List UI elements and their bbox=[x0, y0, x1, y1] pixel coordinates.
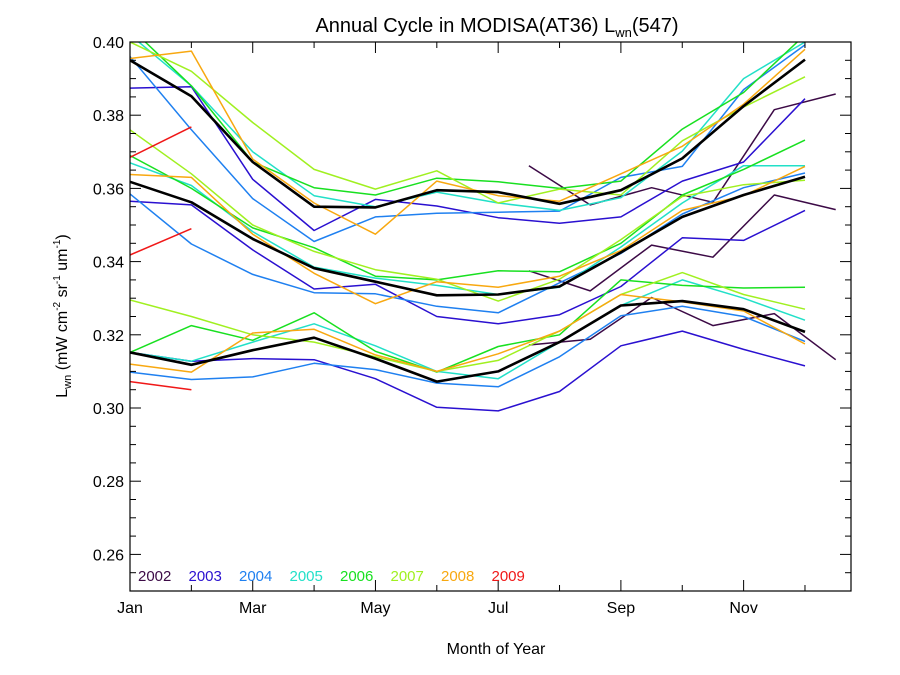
legend-entry-2008: 2008 bbox=[441, 568, 474, 585]
x-tick-label: Sep bbox=[607, 600, 636, 617]
y-axis-label-main: L bbox=[54, 389, 71, 398]
series-layer bbox=[130, 42, 837, 412]
y-tick-label: 0.32 bbox=[93, 328, 124, 345]
chart-title-tail: (547) bbox=[632, 15, 679, 37]
legend-entry-2006: 2006 bbox=[340, 568, 373, 585]
legend-entry-2003: 2003 bbox=[189, 568, 222, 585]
y-tick-label: 0.40 bbox=[93, 35, 124, 52]
y-axis-label-units-part: -2 bbox=[52, 301, 63, 310]
series-line-2003 bbox=[130, 330, 806, 412]
svg-text:Lwn (mW cm-2 sr-1 um-1): Lwn (mW cm-2 sr-1 um-1) bbox=[52, 234, 75, 397]
series-line-2008 bbox=[130, 165, 806, 305]
y-axis-label-units-part: -1 bbox=[52, 275, 63, 284]
series-line-2004 bbox=[130, 44, 806, 243]
series-line-2006 bbox=[144, 42, 799, 196]
y-tick-label: 0.26 bbox=[93, 547, 124, 564]
chart-title: Annual Cycle in MODISA(AT36) Lwn(547) bbox=[315, 15, 678, 40]
series-line-2008 bbox=[130, 48, 806, 235]
x-tick-label: Jan bbox=[117, 600, 143, 617]
series-line-2006 bbox=[130, 279, 806, 373]
series-line-2004 bbox=[130, 172, 806, 314]
series-line-mean bbox=[130, 175, 806, 297]
legend-entry-2007: 2007 bbox=[391, 568, 424, 585]
series-line-mean bbox=[130, 299, 806, 383]
chart-title-main: Annual Cycle in MODISA(AT36) L bbox=[315, 15, 615, 37]
legend-entry-2002: 2002 bbox=[138, 568, 171, 585]
series-line-2009 bbox=[130, 228, 192, 256]
series-line-2007 bbox=[130, 129, 806, 302]
y-tick-label: 0.36 bbox=[93, 181, 124, 198]
y-tick-label: 0.38 bbox=[93, 108, 124, 125]
x-axis: Jan Mar May Jul Sep Nov bbox=[117, 42, 806, 617]
y-tick-label: 0.34 bbox=[93, 255, 124, 272]
series-line-2003 bbox=[130, 200, 806, 325]
y-axis-label-subscript: wn bbox=[62, 375, 74, 390]
y-axis-label-units-part: ) bbox=[54, 234, 71, 239]
series-line-2005 bbox=[130, 279, 806, 380]
x-tick-label: Jul bbox=[488, 600, 508, 617]
x-tick-label: Nov bbox=[729, 600, 757, 617]
series-line-2006 bbox=[130, 139, 806, 281]
series-line-2002 bbox=[528, 93, 836, 206]
y-axis: 0.26 0.28 0.30 0.32 0.34 0.36 0.38 0.40 bbox=[93, 35, 851, 592]
y-axis-label: Lwn (mW cm-2 sr-1 um-1) bbox=[52, 234, 75, 397]
series-line-2002 bbox=[528, 296, 837, 361]
legend-entry-2009: 2009 bbox=[492, 568, 525, 585]
series-line-2002 bbox=[528, 194, 836, 292]
series-line-2009 bbox=[130, 126, 192, 158]
series-line-2004 bbox=[130, 305, 806, 388]
series-line-2007 bbox=[130, 271, 806, 373]
chart-title-subscript: wn bbox=[614, 25, 632, 40]
y-axis-label-units-part: sr bbox=[54, 283, 71, 301]
series-line-2008 bbox=[130, 293, 806, 373]
series-line-mean bbox=[130, 58, 806, 209]
x-axis-label: Month of Year bbox=[447, 641, 546, 658]
x-tick-label: May bbox=[360, 600, 390, 617]
legend-entry-2005: 2005 bbox=[290, 568, 323, 585]
series-line-2009 bbox=[130, 380, 192, 391]
y-axis-label-units-part: um bbox=[54, 249, 71, 276]
legend: 2002 2003 2004 2005 2006 2007 2008 2009 bbox=[138, 568, 525, 585]
y-tick-label: 0.30 bbox=[93, 401, 124, 418]
series-line-2003 bbox=[130, 85, 806, 232]
x-tick-label: Mar bbox=[239, 600, 267, 617]
y-tick-label: 0.28 bbox=[93, 474, 124, 491]
legend-entry-2004: 2004 bbox=[239, 568, 272, 585]
y-axis-label-units-part: -1 bbox=[52, 239, 63, 248]
y-axis-label-units-part: (mW cm bbox=[54, 311, 71, 371]
series-line-2007 bbox=[130, 42, 806, 204]
